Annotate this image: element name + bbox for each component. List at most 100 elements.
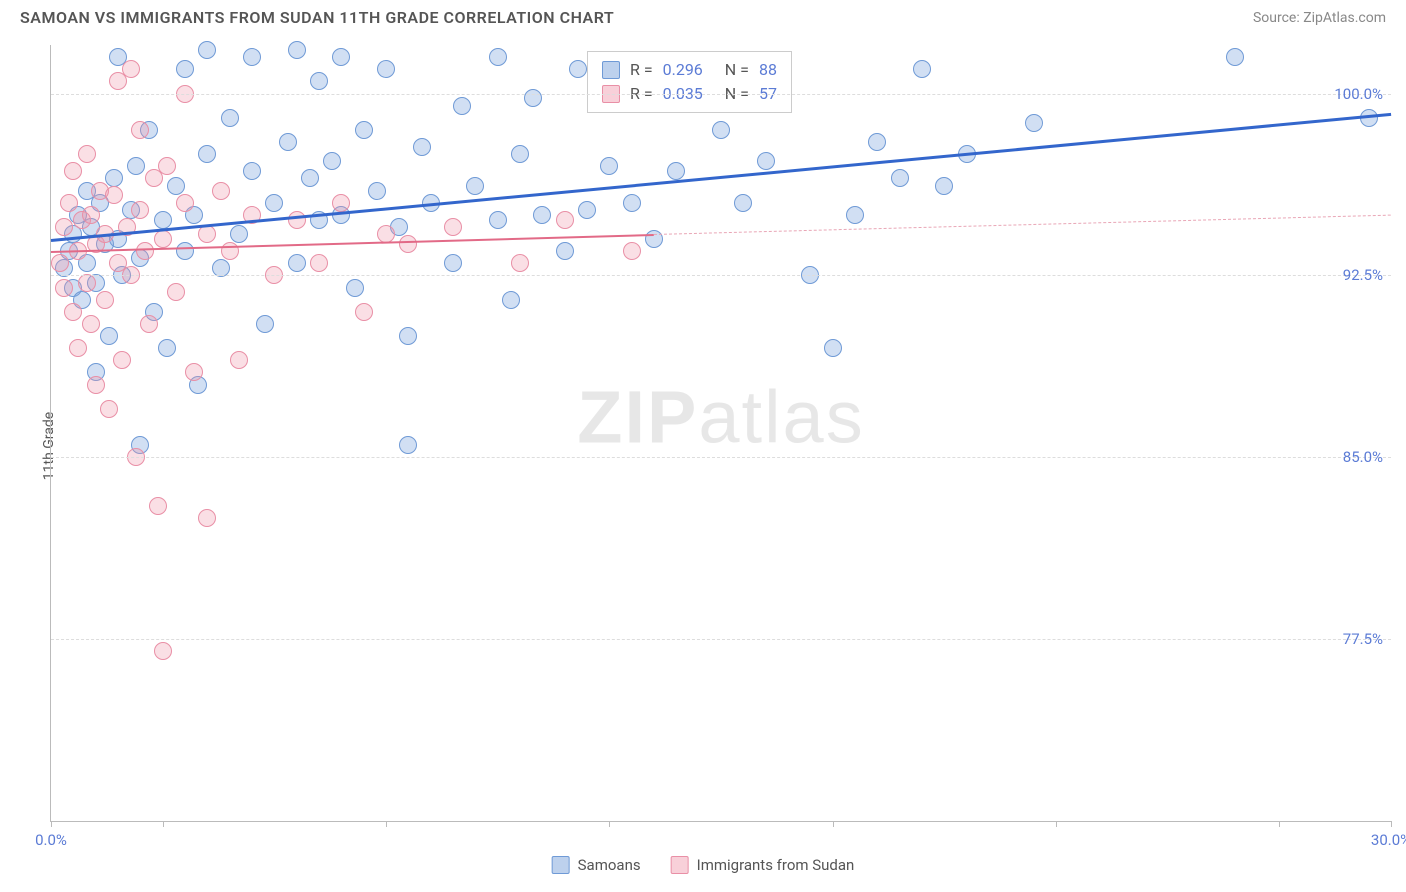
data-point [824, 339, 842, 357]
data-point [288, 254, 306, 272]
data-point [645, 230, 663, 248]
chart-title: SAMOAN VS IMMIGRANTS FROM SUDAN 11TH GRA… [20, 8, 614, 27]
legend-stat-row: R =0.296N =88 [602, 58, 777, 82]
data-point [734, 194, 752, 212]
data-point [60, 194, 78, 212]
data-point [96, 291, 114, 309]
data-point [466, 177, 484, 195]
data-point [502, 291, 520, 309]
data-point [524, 89, 542, 107]
data-point [105, 186, 123, 204]
data-point [176, 242, 194, 260]
data-point [1226, 48, 1244, 66]
data-point [489, 48, 507, 66]
legend-stats: R =0.296N =88R =0.035N =57 [587, 51, 792, 113]
data-point [444, 218, 462, 236]
data-point [64, 162, 82, 180]
data-point [453, 97, 471, 115]
data-point [198, 509, 216, 527]
data-point [935, 177, 953, 195]
legend-swatch [602, 61, 620, 79]
data-point [578, 201, 596, 219]
legend-item: Samoans [552, 856, 641, 874]
chart-plot-area: ZIPatlas R =0.296N =88R =0.035N =57 77.5… [50, 45, 1391, 822]
x-tick [386, 821, 387, 827]
x-tick [163, 821, 164, 827]
legend-label: Immigrants from Sudan [697, 856, 855, 874]
data-point [100, 400, 118, 418]
data-point [355, 303, 373, 321]
source-link[interactable]: ZipAtlas.com [1303, 10, 1386, 26]
data-point [243, 48, 261, 66]
data-point [1025, 114, 1043, 132]
data-point [69, 339, 87, 357]
data-point [158, 339, 176, 357]
data-point [185, 363, 203, 381]
legend-r-value: 0.296 [663, 58, 703, 82]
data-point [413, 138, 431, 156]
data-point [288, 41, 306, 59]
gridline-h [51, 457, 1391, 458]
data-point [198, 145, 216, 163]
data-point [55, 279, 73, 297]
data-point [230, 225, 248, 243]
x-tick [1391, 821, 1392, 827]
data-point [149, 497, 167, 515]
data-point [355, 121, 373, 139]
x-tick [833, 821, 834, 827]
data-point [913, 60, 931, 78]
data-point [868, 133, 886, 151]
data-point [600, 157, 618, 175]
data-point [113, 351, 131, 369]
data-point [332, 48, 350, 66]
data-point [399, 436, 417, 454]
data-point [100, 327, 118, 345]
y-tick-label: 92.5% [1343, 266, 1383, 284]
data-point [230, 351, 248, 369]
header: SAMOAN VS IMMIGRANTS FROM SUDAN 11TH GRA… [0, 0, 1406, 35]
data-point [310, 72, 328, 90]
data-point [82, 315, 100, 333]
data-point [127, 157, 145, 175]
data-point [136, 242, 154, 260]
legend-series: Samoans Immigrants from Sudan [552, 856, 855, 874]
data-point [399, 327, 417, 345]
data-point [399, 235, 417, 253]
data-point [154, 211, 172, 229]
data-point [221, 109, 239, 127]
data-point [176, 60, 194, 78]
plot-layer [51, 45, 1391, 821]
data-point [368, 182, 386, 200]
data-point [82, 206, 100, 224]
data-point [158, 157, 176, 175]
data-point [87, 376, 105, 394]
legend-swatch [552, 856, 570, 874]
x-tick-label: 30.0% [1371, 831, 1406, 849]
data-point [556, 242, 574, 260]
data-point [712, 121, 730, 139]
data-point [556, 211, 574, 229]
legend-label: Samoans [578, 856, 641, 874]
data-point [757, 152, 775, 170]
data-point [64, 303, 82, 321]
x-tick [1056, 821, 1057, 827]
legend-item: Immigrants from Sudan [671, 856, 855, 874]
data-point [212, 182, 230, 200]
data-point [176, 194, 194, 212]
data-point [332, 194, 350, 212]
data-point [310, 254, 328, 272]
x-tick-label: 0.0% [35, 831, 67, 849]
data-point [167, 177, 185, 195]
data-point [377, 60, 395, 78]
data-point [346, 279, 364, 297]
data-point [623, 194, 641, 212]
data-point [891, 169, 909, 187]
y-tick-label: 77.5% [1343, 630, 1383, 648]
data-point [667, 162, 685, 180]
gridline-h [51, 639, 1391, 640]
data-point [154, 642, 172, 660]
data-point [154, 230, 172, 248]
data-point [256, 315, 274, 333]
gridline-h [51, 94, 1391, 95]
data-point [265, 194, 283, 212]
